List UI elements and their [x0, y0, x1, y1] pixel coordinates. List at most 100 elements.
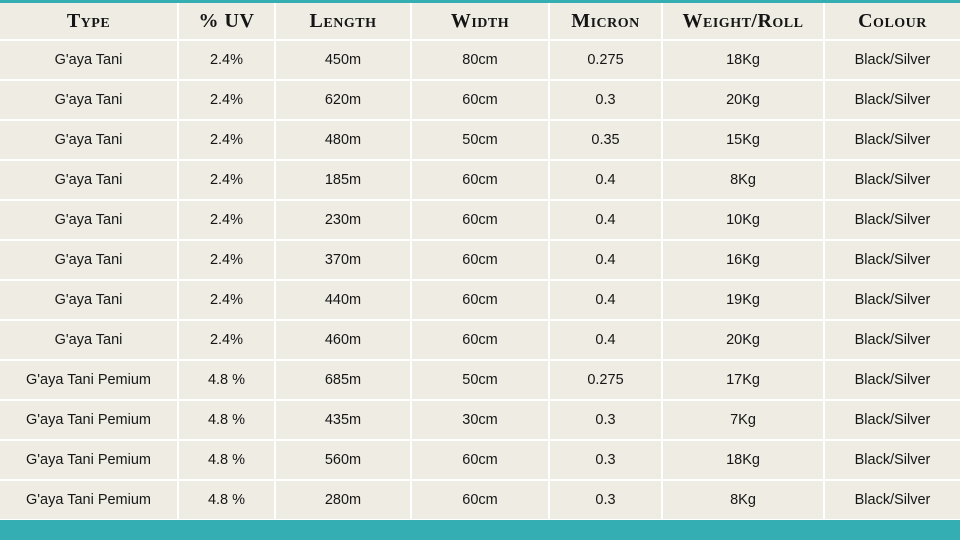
- cell-micron: 0.275: [549, 40, 663, 81]
- cell-length: 460m: [275, 320, 412, 361]
- cell-colour: Black/Silver: [824, 240, 960, 281]
- table-row: G'aya Tani 2.4% 370m 60cm 0.4 16Kg Black/Silve…: [0, 240, 960, 281]
- header-type: Type: [0, 3, 179, 41]
- cell-colour: Black/Silver: [824, 200, 960, 241]
- table-row: G'aya Tani 2.4% 460m 60cm 0.4 20Kg Black/Silve…: [0, 320, 960, 361]
- cell-type: G'aya Tani Pemium: [0, 440, 179, 481]
- cell-uv: 2.4%: [178, 40, 276, 81]
- table-row: G'aya Tani 2.4% 230m 60cm 0.4 10Kg Black/Silve…: [0, 200, 960, 241]
- cell-weight-roll: 10Kg: [662, 200, 825, 241]
- cell-type: G'aya Tani: [0, 120, 179, 161]
- product-spec-table: Type % UV Length Width Micron Weight/Rol…: [0, 3, 960, 521]
- cell-colour: Black/Silver: [824, 80, 960, 121]
- cell-weight-roll: 19Kg: [662, 280, 825, 321]
- table-row: G'aya Tani 2.4% 620m 60cm 0.3 20Kg Black/Silve…: [0, 80, 960, 121]
- header-uv: % UV: [178, 3, 276, 41]
- cell-length: 370m: [275, 240, 412, 281]
- cell-colour: Black/Silver: [824, 400, 960, 441]
- cell-weight-roll: 8Kg: [662, 160, 825, 201]
- cell-type: G'aya Tani: [0, 240, 179, 281]
- cell-micron: 0.4: [549, 160, 663, 201]
- cell-micron: 0.3: [549, 440, 663, 481]
- cell-length: 480m: [275, 120, 412, 161]
- cell-colour: Black/Silver: [824, 360, 960, 401]
- cell-uv: 2.4%: [178, 320, 276, 361]
- cell-type: G'aya Tani: [0, 160, 179, 201]
- cell-uv: 2.4%: [178, 160, 276, 201]
- cell-length: 230m: [275, 200, 412, 241]
- cell-micron: 0.3: [549, 80, 663, 121]
- cell-colour: Black/Silver: [824, 40, 960, 81]
- cell-width: 60cm: [411, 320, 550, 361]
- cell-weight-roll: 20Kg: [662, 320, 825, 361]
- table-row: G'aya Tani Pemium 4.8 % 560m 60cm 0.3 18Kg Bla…: [0, 440, 960, 481]
- header-micron: Micron: [549, 3, 663, 41]
- table-row: G'aya Tani Pemium 4.8 % 280m 60cm 0.3 8Kg Blac…: [0, 480, 960, 521]
- cell-colour: Black/Silver: [824, 120, 960, 161]
- table-row: G'aya Tani Pemium 4.8 % 685m 50cm 0.275 17Kg B…: [0, 360, 960, 401]
- header-colour: Colour: [824, 3, 960, 41]
- cell-width: 60cm: [411, 440, 550, 481]
- cell-length: 685m: [275, 360, 412, 401]
- cell-weight-roll: 18Kg: [662, 440, 825, 481]
- cell-type: G'aya Tani Pemium: [0, 360, 179, 401]
- cell-width: 60cm: [411, 200, 550, 241]
- cell-type: G'aya Tani: [0, 40, 179, 81]
- cell-length: 450m: [275, 40, 412, 81]
- cell-micron: 0.4: [549, 320, 663, 361]
- cell-length: 620m: [275, 80, 412, 121]
- cell-weight-roll: 17Kg: [662, 360, 825, 401]
- cell-width: 50cm: [411, 120, 550, 161]
- cell-colour: Black/Silver: [824, 280, 960, 321]
- table-header-row: Type % UV Length Width Micron Weight/Rol…: [0, 3, 960, 41]
- cell-uv: 2.4%: [178, 280, 276, 321]
- cell-micron: 0.3: [549, 400, 663, 441]
- cell-micron: 0.4: [549, 240, 663, 281]
- cell-type: G'aya Tani Pemium: [0, 400, 179, 441]
- table-row: G'aya Tani 2.4% 480m 50cm 0.35 15Kg Black/Silv…: [0, 120, 960, 161]
- cell-width: 60cm: [411, 480, 550, 521]
- cell-type: G'aya Tani: [0, 280, 179, 321]
- cell-width: 60cm: [411, 280, 550, 321]
- header-weight-roll: Weight/Roll: [662, 3, 825, 41]
- cell-colour: Black/Silver: [824, 480, 960, 521]
- cell-micron: 0.4: [549, 280, 663, 321]
- cell-length: 185m: [275, 160, 412, 201]
- cell-weight-roll: 20Kg: [662, 80, 825, 121]
- cell-type: G'aya Tani: [0, 200, 179, 241]
- cell-width: 60cm: [411, 80, 550, 121]
- cell-uv: 2.4%: [178, 120, 276, 161]
- bottom-accent-bar: [0, 520, 960, 540]
- table-row: G'aya Tani 2.4% 440m 60cm 0.4 19Kg Black/Silve…: [0, 280, 960, 321]
- cell-uv: 4.8 %: [178, 360, 276, 401]
- cell-weight-roll: 16Kg: [662, 240, 825, 281]
- cell-uv: 4.8 %: [178, 480, 276, 521]
- cell-micron: 0.275: [549, 360, 663, 401]
- cell-uv: 2.4%: [178, 240, 276, 281]
- cell-width: 60cm: [411, 160, 550, 201]
- table-row: G'aya Tani 2.4% 185m 60cm 0.4 8Kg Black/Silver: [0, 160, 960, 201]
- cell-micron: 0.4: [549, 200, 663, 241]
- cell-width: 60cm: [411, 240, 550, 281]
- cell-micron: 0.35: [549, 120, 663, 161]
- cell-length: 440m: [275, 280, 412, 321]
- cell-uv: 4.8 %: [178, 440, 276, 481]
- cell-uv: 2.4%: [178, 200, 276, 241]
- cell-length: 560m: [275, 440, 412, 481]
- header-length: Length: [275, 3, 412, 41]
- cell-length: 435m: [275, 400, 412, 441]
- table-row: G'aya Tani Pemium 4.8 % 435m 30cm 0.3 7Kg Blac…: [0, 400, 960, 441]
- cell-colour: Black/Silver: [824, 320, 960, 361]
- cell-length: 280m: [275, 480, 412, 521]
- table-row: G'aya Tani 2.4% 450m 80cm 0.275 18Kg Black/Sil…: [0, 40, 960, 81]
- cell-weight-roll: 18Kg: [662, 40, 825, 81]
- cell-colour: Black/Silver: [824, 440, 960, 481]
- cell-type: G'aya Tani: [0, 320, 179, 361]
- cell-weight-roll: 15Kg: [662, 120, 825, 161]
- cell-colour: Black/Silver: [824, 160, 960, 201]
- cell-width: 80cm: [411, 40, 550, 81]
- cell-weight-roll: 8Kg: [662, 480, 825, 521]
- cell-uv: 2.4%: [178, 80, 276, 121]
- cell-uv: 4.8 %: [178, 400, 276, 441]
- cell-width: 50cm: [411, 360, 550, 401]
